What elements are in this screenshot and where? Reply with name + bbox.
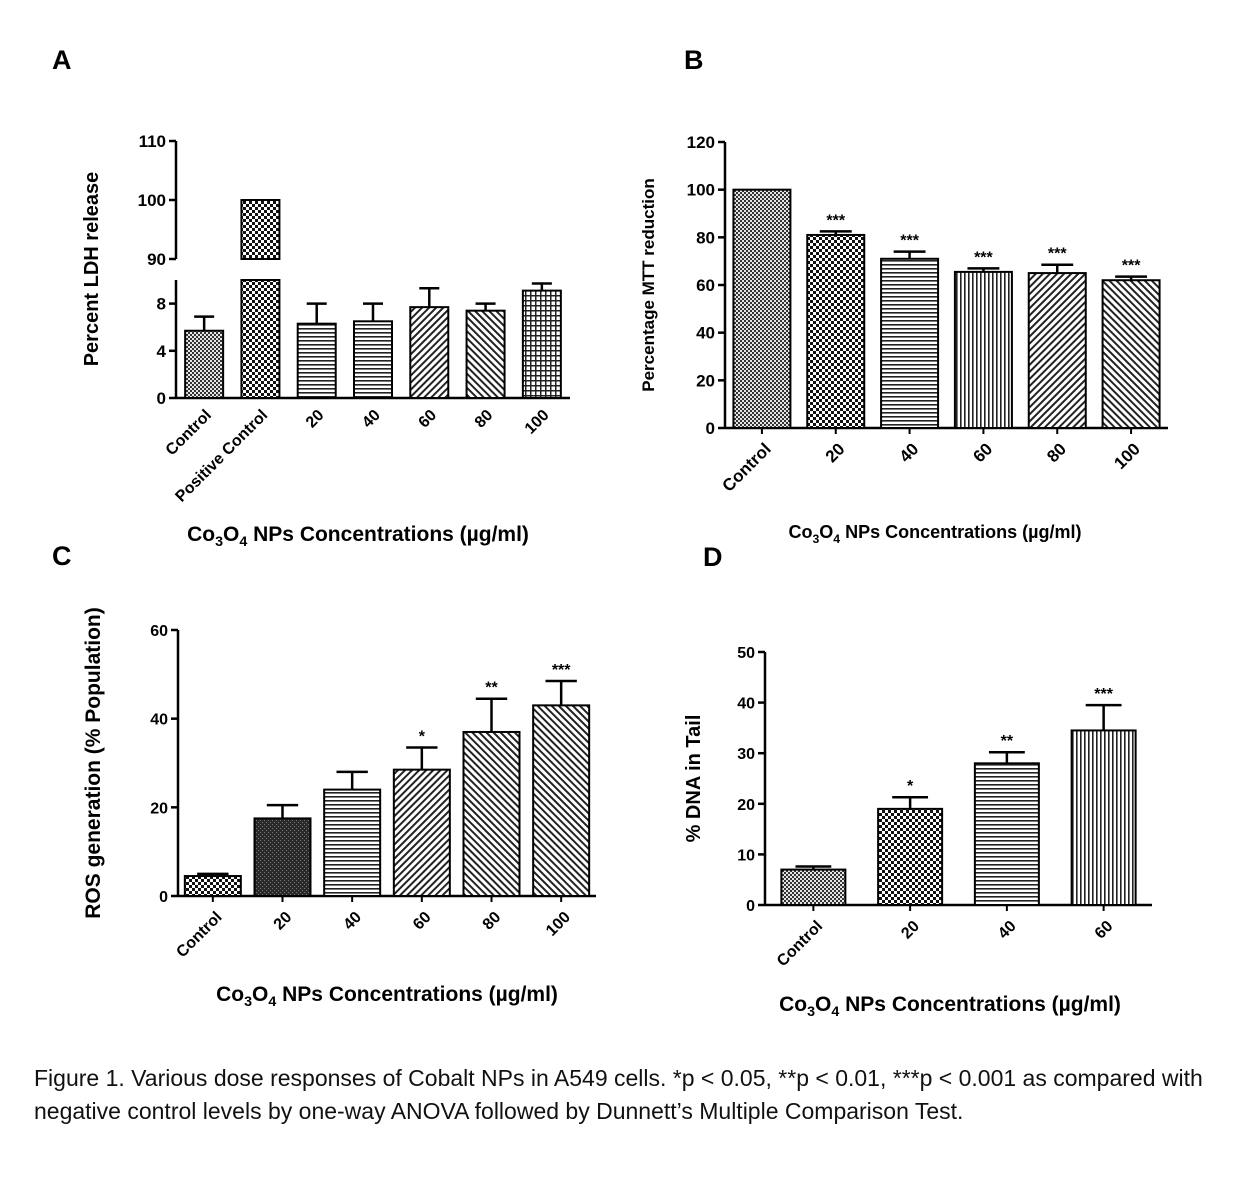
panel-d-dna-chart: 0 10 20 30 40 50 Control * 20 ** 40 *** 60 % DNA in T… bbox=[683, 645, 1152, 1020]
bar bbox=[296, 322, 337, 399]
bar bbox=[240, 279, 281, 399]
bar bbox=[353, 320, 393, 399]
bar bbox=[323, 788, 382, 897]
significance-label: *** bbox=[974, 249, 993, 266]
bar bbox=[532, 704, 591, 897]
significance-label: * bbox=[419, 728, 426, 745]
bar bbox=[392, 768, 451, 898]
category-label: Control bbox=[774, 918, 826, 970]
y-tick-label: 80 bbox=[696, 228, 715, 247]
significance-label: *** bbox=[1094, 686, 1113, 703]
category-label: 60 bbox=[1092, 918, 1117, 943]
category-label: 100 bbox=[543, 909, 574, 940]
bar bbox=[521, 289, 562, 399]
x-axis-label: Co3O4 NPs Concentrations (µg/ml) bbox=[779, 993, 1121, 1020]
bar bbox=[973, 762, 1040, 906]
y-tick-label: 60 bbox=[696, 276, 715, 295]
y-tick-label: 4 bbox=[157, 342, 167, 361]
bar bbox=[953, 270, 1013, 429]
category-label: 20 bbox=[303, 407, 328, 432]
y-tick-label: 60 bbox=[150, 623, 168, 640]
bar bbox=[1027, 272, 1087, 430]
category-label: 60 bbox=[410, 909, 435, 934]
category-label: 20 bbox=[271, 909, 296, 934]
bar bbox=[183, 875, 242, 897]
bar bbox=[1101, 279, 1161, 429]
bar bbox=[880, 257, 940, 429]
significance-label: * bbox=[907, 778, 914, 795]
significance-label: ** bbox=[1001, 733, 1014, 750]
significance-label: *** bbox=[900, 233, 919, 250]
bar bbox=[780, 868, 847, 907]
category-label: 40 bbox=[896, 439, 923, 466]
panel-letter-b: B bbox=[684, 45, 704, 75]
y-tick-label: 0 bbox=[159, 889, 168, 906]
bar bbox=[409, 306, 450, 400]
category-label: 60 bbox=[969, 439, 996, 466]
category-label: Control bbox=[719, 439, 775, 495]
bar bbox=[1070, 729, 1137, 906]
category-label: 40 bbox=[359, 407, 384, 432]
y-tick-label: 40 bbox=[696, 324, 715, 343]
significance-label: ** bbox=[485, 680, 498, 697]
y-tick-label: 40 bbox=[737, 696, 755, 713]
category-label: 80 bbox=[480, 909, 505, 934]
significance-label: *** bbox=[1122, 258, 1141, 275]
y-tick-label: 100 bbox=[138, 191, 166, 210]
y-tick-label: 30 bbox=[737, 746, 755, 763]
y-tick-label: 50 bbox=[737, 645, 755, 662]
x-axis-label: Co3O4 NPs Concentrations (µg/ml) bbox=[216, 983, 558, 1010]
bar-upper bbox=[240, 199, 281, 260]
bar bbox=[253, 817, 312, 898]
y-tick-label: 0 bbox=[706, 419, 715, 438]
category-label: 80 bbox=[472, 407, 497, 432]
category-label: Control bbox=[173, 909, 225, 961]
category-label: 100 bbox=[522, 407, 553, 438]
bar bbox=[184, 329, 225, 399]
significance-label: *** bbox=[552, 662, 571, 679]
category-label: 20 bbox=[822, 439, 849, 466]
panel-letter-c: C bbox=[52, 541, 72, 571]
x-axis-label: Co3O4 NPs Concentrations (µg/ml) bbox=[187, 523, 529, 550]
category-label: 100 bbox=[1110, 439, 1143, 472]
panel-letter-a: A bbox=[52, 45, 72, 75]
y-tick-label: 0 bbox=[746, 898, 755, 915]
y-axis-label: ROS generation (% Population) bbox=[82, 607, 105, 919]
figure-caption: Figure 1. Various dose responses of Coba… bbox=[34, 1065, 1203, 1124]
y-tick-label: 40 bbox=[150, 712, 168, 729]
category-label: 20 bbox=[898, 918, 923, 943]
y-tick-label: 0 bbox=[157, 389, 166, 408]
y-tick-label: 8 bbox=[157, 295, 166, 314]
bar bbox=[465, 309, 506, 399]
y-tick-label: 20 bbox=[737, 797, 755, 814]
category-label: 40 bbox=[995, 918, 1020, 943]
y-tick-label: 110 bbox=[139, 132, 166, 151]
y-tick-label: 20 bbox=[696, 371, 715, 390]
y-tick-label: 10 bbox=[737, 847, 755, 864]
y-tick-label: 90 bbox=[147, 250, 166, 269]
panel-letter-d: D bbox=[703, 542, 723, 572]
bar bbox=[877, 807, 944, 906]
significance-label: *** bbox=[1048, 246, 1067, 263]
category-label: Control bbox=[163, 407, 215, 459]
panel-c-ros-chart: 0 20 40 60 Control 20 40 * 60 ** 80 *** 100 ROS gener… bbox=[82, 607, 596, 1010]
y-axis-label: Percent LDH release bbox=[81, 172, 103, 367]
y-tick-label: 100 bbox=[687, 181, 715, 200]
significance-label: *** bbox=[826, 212, 845, 229]
y-axis-label: Percentage MTT reduction bbox=[639, 178, 658, 391]
y-tick-label: 20 bbox=[150, 800, 168, 817]
category-label: 60 bbox=[416, 407, 441, 432]
category-label: 40 bbox=[340, 909, 365, 934]
x-axis-label: Co3O4 NPs Concentrations (µg/ml) bbox=[788, 522, 1081, 546]
bar bbox=[462, 730, 521, 898]
category-label: 80 bbox=[1043, 439, 1070, 466]
bar bbox=[732, 188, 792, 429]
panel-b-mtt-chart: 0 20 40 60 80 100 120 Control *** 20 *** 40 *** 60 ***… bbox=[639, 133, 1168, 546]
y-tick-label: 120 bbox=[687, 133, 715, 152]
bar bbox=[806, 233, 866, 429]
y-axis-label: % DNA in Tail bbox=[683, 715, 705, 843]
